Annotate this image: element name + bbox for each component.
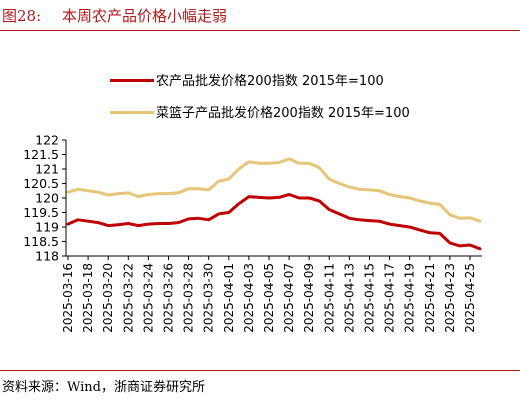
- x-tick-label: 2025-04-15: [362, 263, 376, 333]
- source-note: 资料来源：Wind，浙商证券研究所: [2, 380, 205, 395]
- x-tick-label: 2025-04-09: [302, 263, 316, 333]
- figure-label: 图28:: [2, 7, 42, 25]
- y-tick-label: 120: [35, 191, 59, 206]
- y-tick-label: 120.5: [23, 176, 59, 191]
- x-tick-label: 2025-04-21: [423, 263, 437, 333]
- x-tick-label: 2025-04-05: [262, 263, 276, 333]
- figure-title: 本周农产品价格小幅走弱: [62, 7, 228, 25]
- x-tick-label: 2025-04-19: [403, 263, 417, 333]
- x-tick-label: 2025-04-13: [342, 263, 356, 333]
- x-tick-label: 2025-03-26: [161, 263, 175, 333]
- x-tick-label: 2025-03-24: [141, 263, 155, 333]
- series-line-basket: [66, 157, 482, 223]
- x-tick-label: 2025-03-18: [81, 263, 95, 333]
- legend-swatch-agri: [110, 79, 154, 82]
- y-tick-label: 121: [35, 162, 59, 177]
- y-tick-label: 119: [35, 220, 59, 235]
- legend-label-basket: 菜篮子产品批发价格200指数 2015年=100: [156, 106, 410, 121]
- x-tick-label: 2025-03-30: [202, 263, 216, 333]
- title-rule: [0, 30, 520, 31]
- figure-header: 图28: 本周农产品价格小幅走弱: [0, 0, 520, 32]
- footer-rule: [0, 370, 520, 371]
- y-tick-label: 118.5: [23, 234, 59, 249]
- x-tick-label: 2025-03-16: [61, 263, 75, 333]
- series-lines: [66, 157, 482, 251]
- x-axis: 2025-03-16 2025-03-18 2025-03-20 2025-03-22…: [61, 255, 482, 333]
- x-tick-label: 2025-03-22: [121, 263, 135, 333]
- x-tick-label: 2025-03-20: [101, 263, 115, 333]
- x-tick-label: 2025-04-23: [443, 263, 457, 333]
- y-tick-label: 121.5: [23, 147, 59, 162]
- x-tick-label: 2025-04-07: [282, 263, 296, 333]
- legend-swatch-basket: [110, 111, 154, 114]
- y-tick-label: 119.5: [23, 205, 59, 220]
- x-tick-label: 2025-04-25: [463, 263, 477, 333]
- x-tick-label: 2025-04-11: [322, 263, 336, 333]
- series-line-agri: [66, 193, 482, 251]
- y-tick-label: 122: [35, 133, 59, 148]
- x-tick-label: 2025-04-17: [383, 263, 397, 333]
- legend-label-agri: 农产品批发价格200指数 2015年=100: [156, 74, 384, 89]
- y-tick-label: 118: [35, 249, 59, 264]
- x-tick-label: 2025-04-03: [242, 263, 256, 333]
- x-tick-label: 2025-03-28: [182, 263, 196, 333]
- x-tick-label: 2025-04-01: [222, 263, 236, 333]
